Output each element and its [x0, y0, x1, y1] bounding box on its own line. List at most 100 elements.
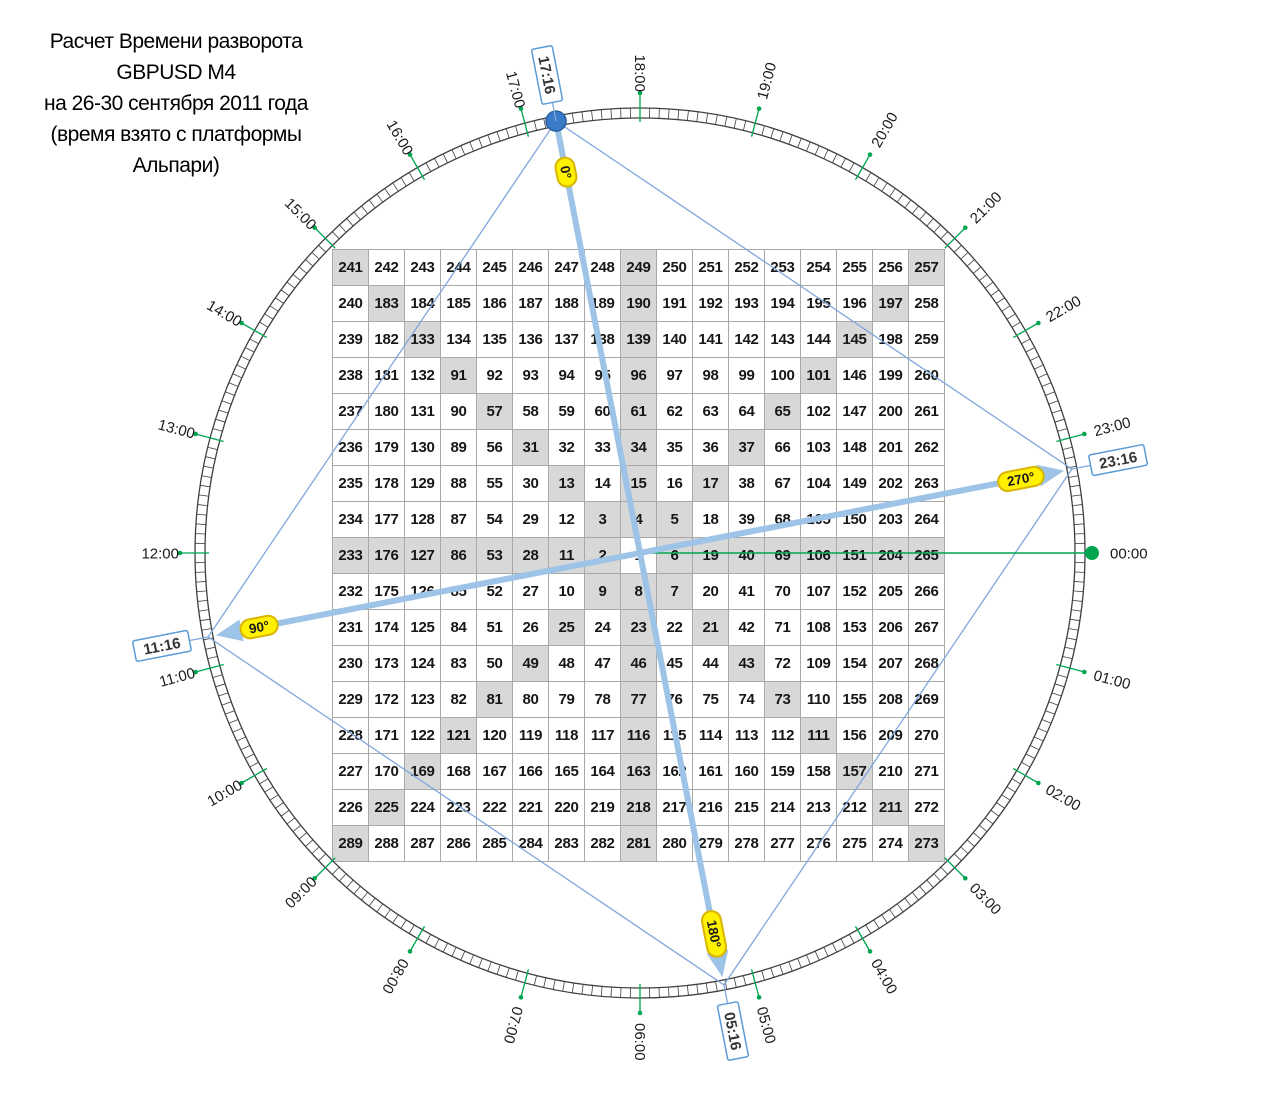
grid-cell: 141: [693, 322, 729, 358]
minute-tick: [195, 523, 206, 525]
grid-cell: 238: [333, 358, 369, 394]
minute-tick: [254, 770, 264, 776]
hour-tick-dot: [239, 320, 244, 326]
minute-tick: [1029, 745, 1040, 751]
minute-tick: [469, 141, 474, 152]
minute-tick: [966, 839, 975, 847]
grid-cell: 280: [657, 826, 693, 862]
grid-cell: 8: [621, 574, 657, 610]
minute-tick: [966, 259, 975, 267]
grid-cell: 75: [693, 682, 729, 718]
grid-cell: 163: [621, 754, 657, 790]
minute-tick: [1072, 504, 1083, 507]
grid-cell: 195: [801, 286, 837, 322]
grid-cell: 117: [585, 718, 621, 754]
chart-title: Расчет Времени разворота GBPUSD M4 на 26…: [18, 26, 334, 181]
title-line-3: на 26-30 сентября 2011 года: [44, 92, 308, 115]
minute-tick: [228, 382, 239, 387]
minute-tick: [1069, 618, 1080, 622]
event-time-text: 05:16: [720, 1011, 744, 1052]
grid-cell: 176: [369, 538, 405, 574]
minute-tick: [196, 513, 207, 516]
grid-cell: 233: [333, 538, 369, 574]
minute-tick: [972, 266, 982, 274]
minute-tick: [384, 909, 391, 918]
grid-cell: 148: [837, 430, 873, 466]
minute-tick: [1011, 778, 1021, 785]
minute-tick: [715, 114, 718, 125]
grid-cell: 245: [477, 250, 513, 286]
hour-tick-dot: [177, 550, 183, 556]
grid-cell: 261: [909, 394, 945, 430]
grid-cell: 247: [549, 250, 585, 286]
grid-cell: 58: [513, 394, 549, 430]
grid-cell: 22: [657, 610, 693, 646]
minute-tick: [562, 114, 565, 125]
hour-tick: [195, 433, 224, 443]
minute-tick: [203, 637, 214, 641]
grid-cell: 61: [621, 394, 657, 430]
minute-tick: [286, 281, 296, 289]
hour-label: 19:00: [754, 61, 780, 102]
minute-tick: [779, 964, 784, 975]
grid-cell: 105: [801, 502, 837, 538]
grid-cell: 69: [765, 538, 801, 574]
hour-tick-dot: [407, 949, 413, 954]
grid-cell: 95: [585, 358, 621, 394]
minute-tick: [280, 809, 290, 817]
event-connector: [1071, 463, 1096, 470]
minute-tick: [978, 274, 988, 282]
grid-cell: 102: [801, 394, 837, 430]
minute-tick: [269, 794, 279, 801]
minute-tick: [933, 873, 941, 882]
minute-tick: [200, 484, 211, 488]
grid-cell: 73: [765, 682, 801, 718]
hour-tick: [409, 925, 426, 952]
grid-cell: 287: [405, 826, 441, 862]
grid-cell: 1: [621, 538, 657, 574]
minute-tick: [339, 873, 347, 882]
minute-tick: [524, 973, 528, 983]
grid-cell: 143: [765, 322, 801, 358]
grid-cell: 248: [585, 250, 621, 286]
minute-tick: [460, 950, 466, 961]
minute-tick: [451, 149, 457, 159]
title-line-4: (время взято с платформы: [50, 123, 302, 146]
event-connector: [184, 636, 209, 643]
minute-tick: [236, 736, 246, 742]
minute-tick: [232, 373, 243, 379]
grid-cell: 254: [801, 250, 837, 286]
grid-cell: 177: [369, 502, 405, 538]
grid-cell: 164: [585, 754, 621, 790]
grid-cell: 178: [369, 466, 405, 502]
minute-tick: [210, 665, 220, 669]
minute-tick: [960, 252, 969, 260]
minute-tick: [926, 879, 934, 888]
grid-cell: 136: [513, 322, 549, 358]
grid-cell: 208: [873, 682, 909, 718]
hour-tick-dot: [962, 225, 968, 231]
minute-tick: [311, 846, 320, 854]
grid-cell: 2: [585, 538, 621, 574]
hour-label: 04:00: [867, 956, 900, 997]
grid-cell: 240: [333, 286, 369, 322]
grid-cell: 264: [909, 502, 945, 538]
grid-cell: 220: [549, 790, 585, 826]
hour-tick: [1056, 663, 1085, 673]
event-time-box: [1088, 444, 1148, 477]
grid-cell: 31: [513, 430, 549, 466]
grid-cell: 246: [513, 250, 549, 286]
minute-tick: [254, 330, 264, 336]
grid-cell: 269: [909, 682, 945, 718]
grid-cell: 109: [801, 646, 837, 682]
minute-tick: [286, 817, 296, 825]
minute-tick: [881, 182, 888, 192]
degree-text: 90°: [248, 618, 271, 637]
minute-tick: [1074, 581, 1085, 583]
grid-cell: 74: [729, 682, 765, 718]
minute-tick: [1068, 475, 1079, 478]
minute-tick: [1006, 313, 1016, 320]
minute-tick: [198, 609, 209, 612]
minute-tick: [212, 674, 223, 678]
minute-tick: [197, 599, 208, 602]
